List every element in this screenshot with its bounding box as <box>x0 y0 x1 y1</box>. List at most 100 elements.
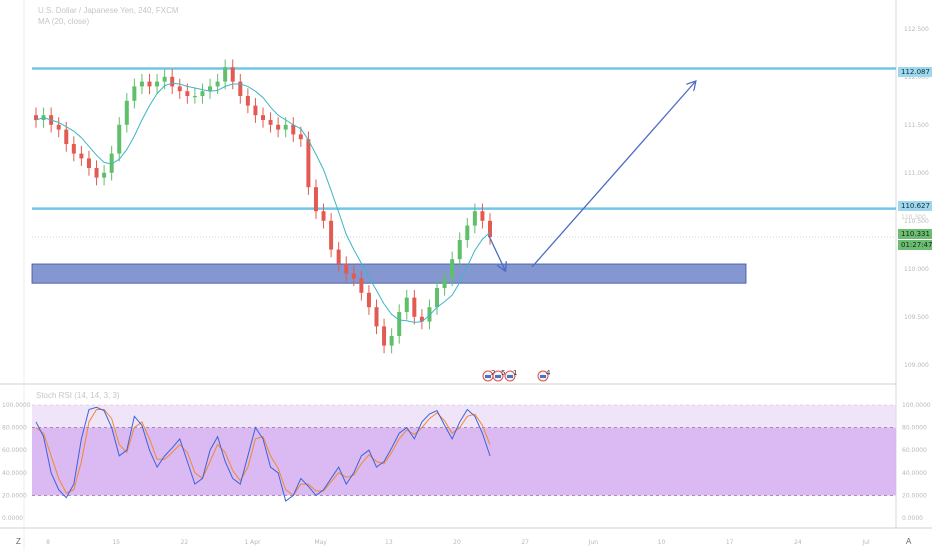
candle-body <box>427 307 432 322</box>
stoch-tick-left: 0.0000 <box>2 515 23 522</box>
candle-body <box>71 144 76 154</box>
price-tick: 110.500 <box>904 218 929 225</box>
candle-body <box>223 67 228 82</box>
candle-body <box>283 124 288 130</box>
candle-body <box>276 124 281 130</box>
candle-body <box>344 264 349 274</box>
stoch-tick-right: 80.0000 <box>902 425 927 432</box>
support-zone <box>31 263 747 284</box>
time-tick: 27 <box>521 539 529 546</box>
down-arrow <box>488 235 505 270</box>
candle-body <box>351 273 356 279</box>
candle-body <box>215 81 220 87</box>
time-tick: 10 <box>658 539 666 546</box>
candle-body <box>382 326 387 346</box>
stoch-tick-left: 20.0000 <box>2 492 27 499</box>
chart-legend: U.S. Dollar / Japanese Yen, 240, FXCM MA… <box>38 5 179 27</box>
candle-body <box>208 86 213 92</box>
candle-body <box>139 81 144 87</box>
price-tick: 110.000 <box>904 266 929 273</box>
candle-body <box>465 225 470 240</box>
candle-body <box>359 278 364 293</box>
candle-body <box>132 86 137 101</box>
time-tick: 8 <box>46 539 50 546</box>
event-count: 5 <box>501 369 505 377</box>
candle-body <box>389 336 394 346</box>
countdown-tag: 01:27:47 <box>898 240 932 250</box>
candle-body <box>34 115 38 120</box>
corner-left[interactable]: Z <box>16 537 21 546</box>
candle-body <box>170 76 175 87</box>
candle-body <box>124 100 129 125</box>
stoch-d-line <box>35 409 491 497</box>
stoch-tick-left: 60.0000 <box>2 447 27 454</box>
price-tick: 109.500 <box>904 314 929 321</box>
candle-body <box>185 91 190 96</box>
candle-body <box>56 124 61 130</box>
candle-body <box>253 105 258 116</box>
candle-body <box>472 211 477 226</box>
corner-right[interactable]: A <box>906 537 912 546</box>
flag-icon <box>507 375 513 378</box>
time-tick: 20 <box>453 539 461 546</box>
candle-body <box>336 249 341 264</box>
price-tick: 111.000 <box>904 170 929 177</box>
candle-body <box>419 316 424 322</box>
flag-icon <box>485 375 491 378</box>
price-tick: 111.500 <box>904 122 929 129</box>
symbol-label: U.S. Dollar / Japanese Yen, 240, FXCM <box>38 6 179 15</box>
candle-body <box>64 129 69 144</box>
candle-body <box>442 278 447 288</box>
price-tick: 109.000 <box>904 362 929 369</box>
candle-body <box>94 168 99 178</box>
small-price-tag: 110.300 <box>901 214 926 221</box>
candle-body <box>480 211 485 221</box>
candle-body <box>147 81 152 87</box>
price-tick: 112.500 <box>904 26 929 33</box>
candle-body <box>192 96 197 98</box>
time-tick: 17 <box>726 539 734 546</box>
event-count: 4 <box>546 369 551 377</box>
flag-icon <box>540 375 546 378</box>
candle-body <box>457 240 462 260</box>
candle-body <box>298 134 303 140</box>
stoch-tick-right: 20.0000 <box>902 492 927 499</box>
up-arrow <box>531 82 695 268</box>
stoch-legend: Stoch RSI (14, 14, 3, 3) <box>36 391 120 400</box>
stoch-tick-right: 60.0000 <box>902 447 927 454</box>
candles <box>34 59 492 354</box>
flag-icon <box>495 375 501 378</box>
price-tick: 112.000 <box>904 74 929 81</box>
candle-body <box>245 96 250 106</box>
event-count: 2 <box>491 369 495 377</box>
candle-body <box>397 312 402 336</box>
candle-body <box>230 67 235 82</box>
candle-body <box>261 115 265 120</box>
candle-body <box>329 220 334 250</box>
candle-body <box>109 153 114 173</box>
candle-body <box>321 211 326 221</box>
time-tick: May <box>314 539 327 546</box>
candle-body <box>102 172 107 178</box>
candle-body <box>86 158 91 168</box>
candle-body <box>200 91 205 96</box>
last-price-tag: 110.331 <box>898 229 932 239</box>
candle-body <box>412 297 417 317</box>
candle-body <box>313 187 318 212</box>
candle-body <box>404 297 409 312</box>
candle-body <box>291 124 296 135</box>
time-tick: 24 <box>794 539 802 546</box>
candle-body <box>435 288 440 308</box>
time-tick: Jul <box>861 539 870 546</box>
stoch-tick-left: 100.0000 <box>2 402 31 409</box>
candle-body <box>450 259 455 279</box>
event-count: 1 <box>513 369 517 377</box>
stoch-tick-right: 0.0000 <box>902 515 923 522</box>
stoch-k-line <box>35 406 491 502</box>
candle-body <box>155 81 160 87</box>
lower-level-tag: 110.627 <box>898 201 932 211</box>
ma-label: MA (20, close) <box>38 17 90 26</box>
time-tick: 22 <box>181 539 189 546</box>
time-tick: Jun <box>588 539 599 546</box>
